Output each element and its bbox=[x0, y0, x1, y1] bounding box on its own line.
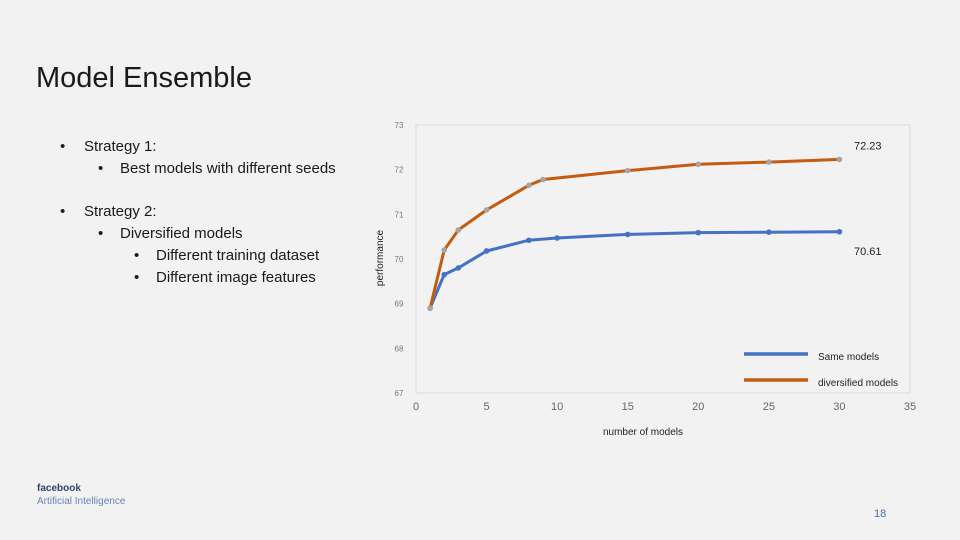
bullet-strategy-2: • Strategy 2: bbox=[60, 201, 360, 223]
y-tick-label: 68 bbox=[395, 344, 404, 353]
bullet-strategy-1-item: • Best models with different seeds bbox=[60, 158, 360, 180]
logo-line1: facebook bbox=[37, 483, 81, 494]
bullet-text: Diversified models bbox=[120, 225, 243, 242]
data-point bbox=[836, 156, 843, 163]
data-point bbox=[836, 228, 843, 235]
bullet-strategy-2-subitem: • Different image features bbox=[60, 267, 360, 289]
y-tick-label: 69 bbox=[395, 300, 404, 309]
data-point bbox=[526, 182, 532, 189]
bullet-text: Best models with different seeds bbox=[120, 160, 336, 177]
data-point bbox=[483, 207, 490, 213]
legend-label: Same models bbox=[818, 352, 879, 363]
bullet-text: Different image features bbox=[156, 269, 316, 286]
x-tick-label: 35 bbox=[904, 401, 916, 413]
x-tick-label: 15 bbox=[622, 401, 634, 413]
bullet-dot: • bbox=[98, 225, 104, 242]
bullet-strategy-2-item: • Diversified models bbox=[60, 223, 360, 245]
y-tick-label: 70 bbox=[395, 255, 404, 264]
legend-label: diversified models bbox=[818, 378, 898, 389]
logo-line2: Artificial Intelligence bbox=[37, 496, 126, 507]
data-point bbox=[766, 229, 772, 235]
data-point bbox=[624, 167, 631, 174]
y-tick-label: 71 bbox=[395, 210, 404, 219]
page-number: 18 bbox=[874, 508, 887, 520]
data-point bbox=[554, 235, 560, 241]
bullet-text: Strategy 2: bbox=[84, 203, 157, 220]
bullet-dot: • bbox=[60, 138, 66, 155]
data-point bbox=[526, 237, 532, 244]
bullet-dot: • bbox=[60, 203, 66, 220]
data-point bbox=[624, 231, 631, 238]
y-tick-label: 72 bbox=[395, 166, 404, 175]
bullet-dot: • bbox=[134, 247, 140, 264]
x-tick-label: 30 bbox=[833, 401, 845, 413]
data-label: 72.23 bbox=[854, 140, 882, 152]
data-point bbox=[427, 305, 433, 311]
bullet-dot: • bbox=[98, 160, 104, 177]
bullet-text: Different training dataset bbox=[156, 247, 320, 264]
data-label: 70.61 bbox=[854, 246, 882, 258]
x-tick-label: 20 bbox=[692, 401, 704, 413]
series-line bbox=[428, 157, 841, 310]
series-line bbox=[428, 230, 841, 310]
data-point bbox=[766, 159, 772, 165]
x-tick-label: 5 bbox=[484, 401, 490, 413]
x-tick-label: 0 bbox=[413, 401, 419, 413]
data-point bbox=[441, 271, 448, 278]
data-point bbox=[695, 229, 702, 236]
plot-area bbox=[415, 124, 911, 394]
facebook-ai-logo: facebook Artificial Intelligence bbox=[37, 482, 125, 508]
data-point bbox=[455, 227, 462, 233]
data-point bbox=[441, 247, 448, 253]
data-point bbox=[455, 265, 462, 271]
x-tick-label: 25 bbox=[763, 401, 775, 413]
y-axis-title: performance bbox=[375, 229, 386, 286]
data-point bbox=[483, 248, 490, 254]
y-tick-label: 67 bbox=[395, 389, 404, 398]
x-tick-label: 10 bbox=[551, 401, 563, 413]
data-point bbox=[695, 161, 702, 168]
bullet-list: • Strategy 1: • Best models with differe… bbox=[60, 136, 360, 289]
x-axis-title: number of models bbox=[603, 427, 683, 438]
bullet-strategy-1: • Strategy 1: bbox=[60, 136, 360, 158]
data-point bbox=[540, 176, 546, 183]
bullet-text: Strategy 1: bbox=[84, 138, 157, 155]
slide-title: Model Ensemble bbox=[36, 62, 252, 94]
bullet-strategy-2-subitem: • Different training dataset bbox=[60, 245, 360, 267]
y-tick-label: 73 bbox=[395, 121, 404, 130]
bullet-dot: • bbox=[134, 269, 140, 286]
